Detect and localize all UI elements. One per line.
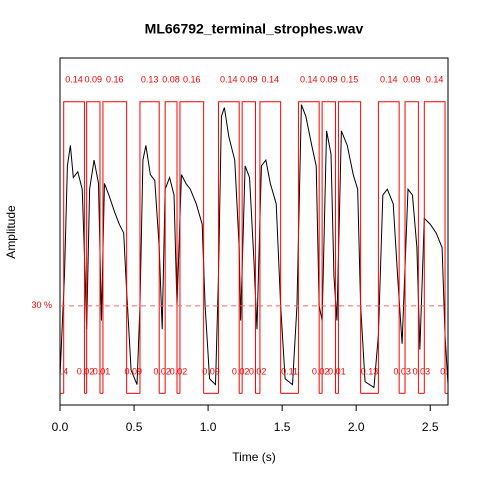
x-axis-label: Time (s): [232, 450, 276, 464]
y-axis-label: Amplitude: [4, 205, 18, 259]
gap-label: 0.02: [153, 366, 171, 376]
gap-label: 0.02: [232, 366, 250, 376]
segment: [63, 101, 85, 394]
x-tick-label: 2.5: [422, 420, 439, 434]
x-tick-label: 0.5: [126, 420, 143, 434]
segment: [86, 101, 101, 394]
duration-label: 0.14: [220, 74, 238, 84]
segment: [337, 101, 362, 394]
chart-title: ML66792_terminal_strophes.wav: [145, 21, 364, 37]
gap-label: 0.13: [361, 366, 379, 376]
y-tick-label: 30 %: [31, 300, 52, 310]
segment: [139, 101, 160, 394]
gap-label: 0.11: [281, 366, 298, 376]
duration-label: 0.14: [262, 74, 280, 84]
duration-label: 0.15: [341, 74, 359, 84]
segment: [241, 101, 256, 394]
segment: [179, 101, 205, 394]
envelope-line: [60, 104, 448, 389]
duration-label: 0.09: [85, 74, 103, 84]
gap-label: 0.02: [77, 366, 95, 376]
plot-area: 0.14 0.09 0.16 0.13 0.08 0.16 0.14 0.09 0.14 0.14…: [56, 74, 453, 394]
x-tick-label: 0.0: [52, 420, 69, 434]
gap-label: 0.09: [125, 366, 143, 376]
duration-label: 0.14: [300, 74, 318, 84]
duration-label: 0.16: [106, 74, 124, 84]
segment: [297, 101, 320, 394]
gap-label: 0.0: [440, 366, 453, 376]
plot-frame: [59, 57, 449, 406]
gap-label: 0.03: [413, 366, 431, 376]
duration-label: 0.14: [65, 74, 83, 84]
gap-label: 0.02: [312, 366, 330, 376]
duration-label: 0.08: [162, 74, 180, 84]
duration-label: 0.16: [183, 74, 201, 84]
segment: [377, 101, 400, 394]
x-tick-label: 2.0: [348, 420, 365, 434]
gap-label: 0.02: [249, 366, 267, 376]
duration-label: 0.14: [426, 74, 444, 84]
duration-label: 0.09: [240, 74, 258, 84]
segment: [404, 101, 419, 394]
gap-label: 0.02: [170, 366, 188, 376]
x-tick-label: 1.5: [274, 420, 291, 434]
segment: [321, 101, 336, 394]
segment: [164, 101, 178, 394]
gap-label: 0.01: [328, 366, 346, 376]
duration-label: 0.09: [320, 74, 338, 84]
duration-label: 0.09: [403, 74, 421, 84]
gap-label: 0.03: [393, 366, 411, 376]
x-tick-label: 1.0: [200, 420, 217, 434]
gap-label: 0.01: [93, 366, 111, 376]
segment: [423, 101, 446, 394]
duration-label: 0.14: [380, 74, 398, 84]
segment: [259, 101, 282, 394]
gap-label: 0.4: [56, 366, 69, 376]
duration-label: 0.13: [141, 74, 159, 84]
gap-label: 0.09: [202, 366, 220, 376]
segment: [217, 101, 240, 394]
segment: [102, 101, 128, 394]
